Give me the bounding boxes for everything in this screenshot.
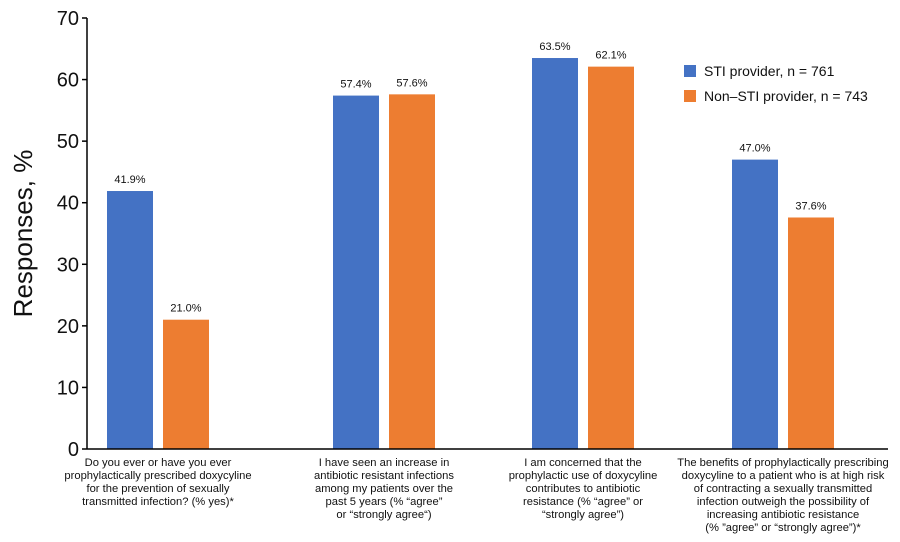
data-label: 63.5%	[539, 41, 570, 53]
x-category-label: The benefits of prophylactically prescri…	[677, 457, 889, 534]
legend-label: STI provider, n = 761	[704, 63, 835, 79]
y-tick-label: 10	[57, 377, 79, 399]
legend-swatch	[684, 90, 696, 102]
bars	[107, 58, 834, 450]
bar-non-sti-2	[389, 94, 435, 449]
y-tick-label: 30	[57, 254, 79, 276]
y-tick-label: 60	[57, 70, 79, 92]
y-tick-label: 40	[57, 193, 79, 215]
data-label: 57.4%	[340, 79, 371, 91]
data-labels: 41.9% 57.4% 63.5% 47.0% 21.0% 57.6% 62.1% 37.6%	[114, 41, 826, 315]
bar-non-sti-3	[588, 66, 634, 450]
bar-sti-3	[532, 58, 578, 450]
data-label: 47.0%	[739, 143, 770, 155]
x-category-label: I am concerned that the prophylactic use…	[508, 457, 658, 521]
legend: STI provider, n = 761 Non–STI provider, n…	[684, 63, 868, 104]
y-tick-label: 70	[57, 8, 79, 30]
data-label: 21.0%	[170, 303, 201, 315]
data-label: 62.1%	[595, 50, 626, 62]
legend-swatch	[684, 65, 696, 77]
y-axis-ticks: 0 10 20 30 40 50 60 70	[57, 8, 87, 461]
data-label: 57.6%	[396, 77, 427, 89]
y-tick-label: 50	[57, 131, 79, 153]
bar-sti-4	[732, 159, 778, 449]
y-tick-label: 0	[68, 439, 79, 461]
bar-sti-2	[333, 95, 379, 449]
bar-sti-1	[107, 191, 153, 449]
data-label: 37.6%	[795, 200, 826, 212]
data-label: 41.9%	[114, 174, 145, 186]
bar-non-sti-4	[788, 217, 834, 449]
y-axis-label: Responses, %	[8, 150, 38, 318]
x-category-label: Do you ever or have you ever prophylacti…	[64, 457, 252, 508]
legend-label: Non–STI provider, n = 743	[704, 88, 868, 104]
x-category-label: I have seen an increase in antibiotic re…	[314, 457, 454, 521]
bar-non-sti-1	[163, 319, 209, 449]
y-tick-label: 20	[57, 316, 79, 338]
